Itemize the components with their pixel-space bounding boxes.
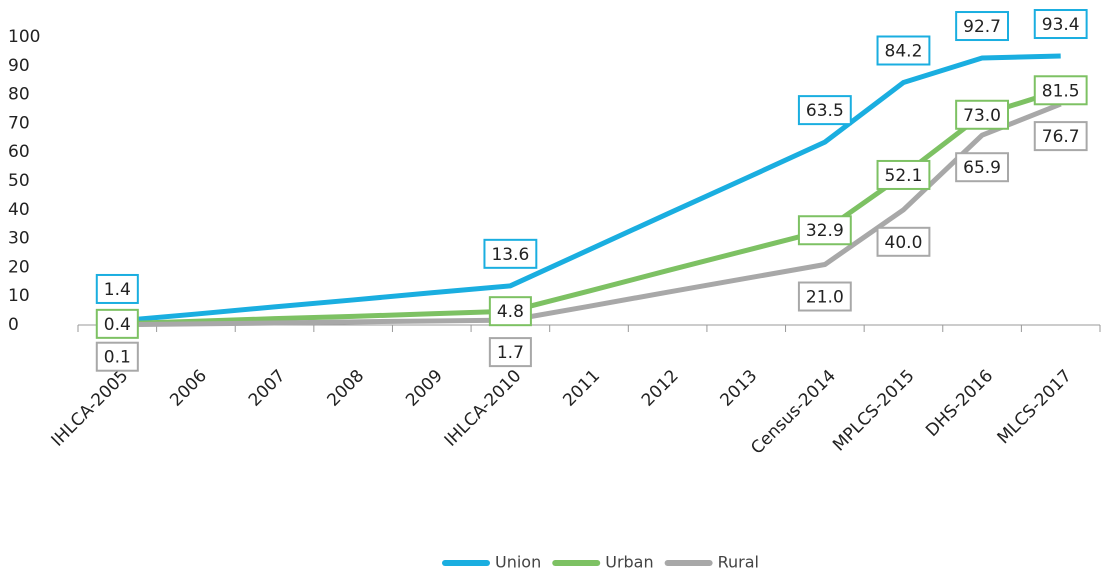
- data-label-text: 63.5: [806, 101, 844, 121]
- data-label: 76.7: [1033, 121, 1088, 152]
- data-label-box: [955, 11, 1010, 42]
- y-tick-label: 40: [8, 200, 30, 220]
- data-label-box: [95, 308, 139, 339]
- data-label: 81.5: [1033, 75, 1088, 106]
- data-label-text: 65.9: [963, 158, 1001, 178]
- data-label-text: 21.0: [806, 288, 844, 308]
- y-tick-label: 0: [8, 315, 19, 335]
- legend-label: Union: [495, 553, 541, 572]
- x-tick-label: DHS-2016: [922, 366, 997, 441]
- data-label-text: 76.7: [1042, 127, 1080, 147]
- data-label-text: 13.6: [491, 245, 529, 265]
- x-tick-label: IHLCA-2005: [48, 366, 133, 451]
- x-tick-label: 2011: [559, 366, 604, 411]
- data-label: 63.5: [797, 95, 852, 126]
- data-label-text: 84.2: [885, 42, 923, 62]
- data-label-text: 1.4: [104, 280, 131, 300]
- data-label-text: 0.1: [104, 348, 131, 368]
- data-label-box: [955, 152, 1010, 183]
- data-label-box: [95, 341, 139, 372]
- x-tick-label: 2006: [166, 366, 211, 411]
- data-label: 93.4: [1033, 9, 1088, 40]
- data-label-box: [488, 296, 532, 327]
- data-label-text: 81.5: [1042, 81, 1080, 101]
- data-label: 40.0: [876, 226, 931, 257]
- y-tick-label: 30: [8, 229, 30, 249]
- data-label: 21.0: [797, 281, 852, 312]
- y-tick-label: 50: [8, 171, 30, 191]
- data-label-text: 52.1: [885, 166, 923, 186]
- legend-label: Rural: [718, 553, 759, 572]
- data-label: 0.1: [95, 341, 139, 372]
- data-label-box: [797, 215, 852, 246]
- data-label-text: 4.8: [497, 302, 524, 322]
- y-tick-label: 10: [8, 286, 30, 306]
- data-label-text: 32.9: [806, 221, 844, 241]
- x-tick-label: 2012: [638, 366, 683, 411]
- data-label-box: [1033, 9, 1088, 40]
- y-tick-label: 60: [8, 142, 30, 162]
- data-label-text: 73.0: [963, 106, 1001, 126]
- data-label-box: [876, 35, 931, 66]
- data-label-box: [797, 95, 852, 126]
- legend-label: Urban: [605, 553, 653, 572]
- series-line: [117, 101, 1062, 328]
- data-label-box: [955, 99, 1010, 130]
- x-tick-label: 2009: [402, 366, 447, 411]
- data-label: 1.4: [95, 273, 139, 304]
- data-label: 4.8: [488, 296, 532, 327]
- x-tick-label: MLCS-2017: [994, 366, 1076, 448]
- y-tick-label: 80: [8, 85, 30, 105]
- data-label-box: [488, 337, 532, 368]
- y-tick-label: 100: [8, 27, 40, 47]
- x-tick-label: 2007: [245, 366, 290, 411]
- data-label: 0.4: [95, 308, 139, 339]
- data-label-box: [1033, 121, 1088, 152]
- y-tick-label: 70: [8, 113, 30, 133]
- data-label: 13.6: [483, 238, 538, 269]
- data-label-box: [95, 273, 139, 304]
- data-label-box: [483, 238, 538, 269]
- x-tick-label: 2008: [323, 366, 368, 411]
- y-tick-label: 90: [8, 56, 30, 76]
- data-label-box: [797, 281, 852, 312]
- data-label-text: 40.0: [885, 233, 923, 253]
- data-label: 65.9: [955, 152, 1010, 183]
- series-line: [117, 53, 1061, 324]
- data-label: 52.1: [876, 159, 931, 190]
- data-label: 32.9: [797, 215, 852, 246]
- data-label-text: 93.4: [1042, 15, 1080, 35]
- data-label-box: [876, 226, 931, 257]
- x-tick-label: MPLCS-2015: [829, 366, 918, 455]
- data-label: 1.7: [488, 337, 532, 368]
- x-tick-label: 2013: [717, 366, 762, 411]
- data-label: 92.7: [955, 11, 1010, 42]
- y-tick-label: 20: [8, 257, 30, 277]
- x-tick-label: Census-2014: [747, 366, 840, 459]
- data-label-text: 0.4: [104, 315, 131, 335]
- series-line: [117, 87, 1062, 327]
- data-label-box: [1033, 75, 1088, 106]
- data-label-text: 1.7: [497, 343, 524, 363]
- x-tick-label: IHLCA-2010: [441, 366, 526, 451]
- data-label: 84.2: [876, 35, 931, 66]
- data-label-text: 92.7: [963, 17, 1001, 37]
- data-label-box: [876, 159, 931, 190]
- data-label: 73.0: [955, 99, 1010, 130]
